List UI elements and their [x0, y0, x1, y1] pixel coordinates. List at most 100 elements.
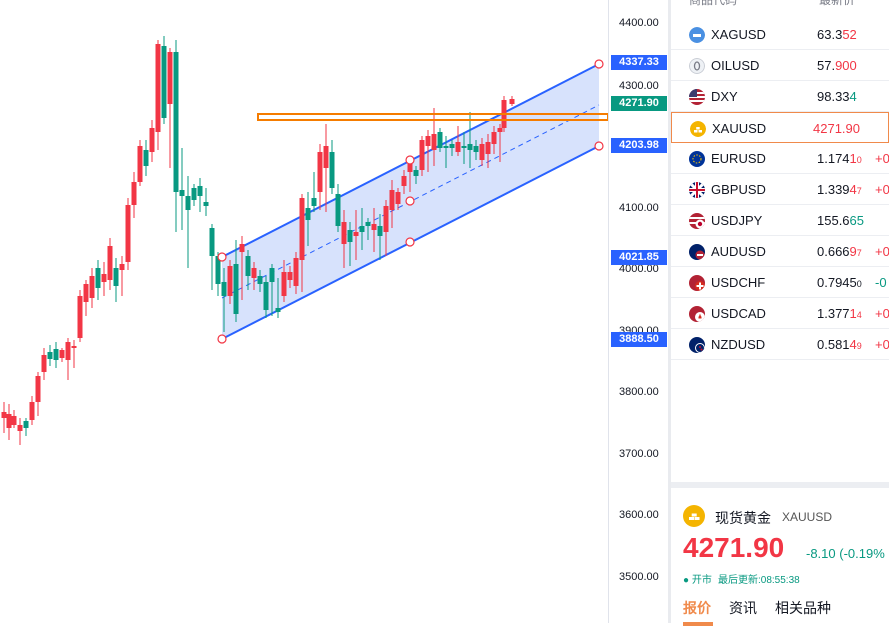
candle-body: [275, 308, 281, 312]
candle: [437, 128, 443, 152]
candle: [125, 198, 131, 270]
candle: [347, 222, 353, 266]
candle: [455, 126, 461, 156]
price-tick-label: 3500.00: [619, 571, 659, 583]
price-tick-label: 4300.00: [619, 80, 659, 92]
price-changed-digits: 900: [835, 58, 857, 73]
watchlist-row-audusd[interactable]: AUDUSD 0.66697 +0: [671, 236, 889, 267]
channel-handle: [217, 334, 227, 344]
candle-body: [449, 144, 455, 148]
candle: [257, 270, 263, 292]
price-changed-digits: 4: [849, 182, 857, 197]
candle-body: [149, 128, 155, 152]
watchlist-row-gbpusd[interactable]: GBPUSD 1.33947 +0: [671, 174, 889, 205]
oil-icon: [689, 58, 705, 74]
candle: [203, 188, 209, 216]
price-changed-digits: 4: [849, 337, 857, 352]
watchlist-row-usdcad[interactable]: USDCAD 1.37714 +0: [671, 298, 889, 329]
channel-handle: [405, 196, 415, 206]
price-axis[interactable]: 4400.00 4300.00 4100.00 4000.00 3900.00 3800.…: [608, 0, 669, 623]
candle: [131, 172, 137, 218]
silver-icon: [689, 27, 705, 43]
candle: [293, 252, 299, 294]
price-pip-digit: 0: [856, 279, 862, 289]
candle-body: [383, 206, 389, 232]
price-pip-digit: 4: [856, 310, 862, 320]
watchlist-row-usdjpy[interactable]: USDJPY 155.665: [671, 205, 889, 236]
candle-body: [185, 196, 191, 210]
candle: [383, 200, 389, 256]
candle: [329, 140, 335, 194]
us-flag-icon: [689, 89, 705, 105]
candle: [473, 140, 479, 160]
candle-body: [467, 144, 473, 150]
candle-body: [311, 198, 317, 206]
watchlist-row-oilusd[interactable]: OILUSD 57.900: [671, 50, 889, 81]
candle-body: [6, 414, 12, 428]
price-changed-digits: 1: [849, 306, 857, 321]
candle-body: [335, 194, 341, 226]
candle-body: [167, 52, 173, 104]
candle: [149, 120, 155, 162]
price-tick-label: 3800.00: [619, 386, 659, 398]
tab-quote[interactable]: 报价: [683, 600, 711, 616]
nz-flag-icon: [689, 337, 705, 353]
candle-body: [269, 268, 275, 282]
price-main-digits: 98.33: [817, 89, 850, 104]
candle: [107, 238, 113, 290]
candle-body: [143, 150, 149, 166]
candle-body: [395, 192, 401, 204]
chart-canvas[interactable]: [0, 0, 608, 623]
candle: [6, 404, 12, 440]
price-pip-digit: 0: [856, 155, 862, 165]
channel-handle: [594, 59, 604, 69]
candle: [23, 418, 29, 436]
price-chart[interactable]: [0, 0, 608, 623]
candle: [281, 260, 287, 302]
price-changed-digits: 65: [849, 213, 865, 228]
candle: [173, 40, 179, 232]
watchlist-price: 0.79450: [817, 275, 862, 290]
candle-body: [89, 276, 95, 298]
candle-body: [125, 205, 131, 262]
channel-handle: [405, 155, 415, 165]
candle-body: [425, 136, 431, 146]
candle: [299, 194, 305, 292]
watchlist-symbol: EURUSD: [711, 151, 766, 166]
last-updated: 最后更新:08:55:38: [718, 575, 800, 586]
candle: [341, 210, 347, 268]
candle: [215, 252, 221, 296]
watchlist-change: +0: [875, 337, 889, 352]
candle: [1, 402, 7, 433]
price-main-digits: 1.377: [817, 306, 850, 321]
candle: [233, 240, 239, 322]
candle: [353, 210, 359, 260]
candle-body: [437, 132, 443, 148]
panel-divider[interactable]: [668, 0, 671, 623]
watchlist-row-xagusd[interactable]: XAGUSD 63.352: [671, 19, 889, 50]
candle: [245, 250, 251, 290]
channel-handle: [217, 252, 227, 262]
watchlist-row-eurusd[interactable]: EURUSD 1.17410 +0: [671, 143, 889, 174]
us-jp-flag-icon: [689, 213, 705, 229]
price-main-digits: 155.6: [817, 213, 850, 228]
tab-news[interactable]: 资讯: [729, 600, 757, 616]
watchlist-row-usdchf[interactable]: USDCHF 0.79450 -0: [671, 267, 889, 298]
price-marker-label: 4271.90: [611, 96, 667, 111]
watchlist-row-nzdusd[interactable]: NZDUSD 0.58149 +0: [671, 329, 889, 360]
candle: [425, 130, 431, 172]
candle-body: [257, 276, 263, 284]
candle-body: [245, 256, 251, 276]
watchlist-symbol: USDCHF: [711, 275, 766, 290]
watchlist-row-dxy[interactable]: DXY 98.334: [671, 81, 889, 112]
candle: [413, 166, 419, 184]
candle-body: [407, 164, 413, 172]
price-main-digits: 0.666: [817, 244, 850, 259]
tab-related[interactable]: 相关品种: [775, 600, 831, 616]
watchlist-row-xauusd[interactable]: XAUUSD 4271.90: [671, 112, 889, 143]
price-main-digits: 63.3: [817, 27, 843, 42]
candle: [191, 184, 197, 206]
uk-flag-icon: [689, 182, 705, 198]
candle: [269, 264, 275, 316]
symbol-column-header: 商品代码: [689, 0, 738, 7]
